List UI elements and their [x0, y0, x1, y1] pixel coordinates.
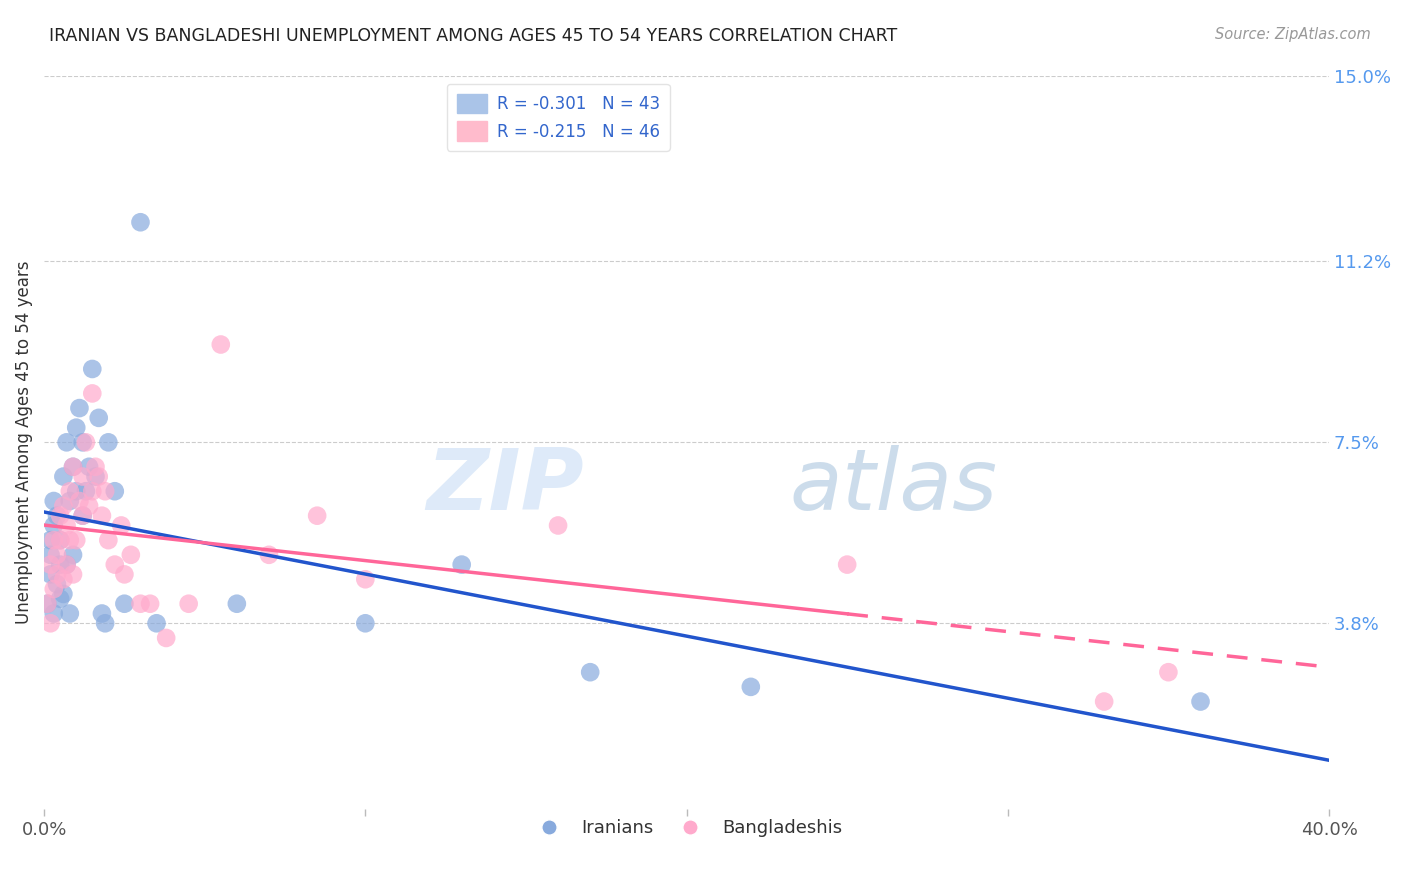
Y-axis label: Unemployment Among Ages 45 to 54 years: Unemployment Among Ages 45 to 54 years [15, 260, 32, 624]
Legend: Iranians, Bangladeshis: Iranians, Bangladeshis [523, 812, 849, 844]
Point [49, 591, 72, 606]
Point [354, 616, 377, 631]
Point [1092, 694, 1115, 708]
Point [62, 567, 84, 582]
Text: atlas: atlas [789, 445, 997, 528]
Point [72, 469, 94, 483]
Point [257, 548, 280, 562]
Point [69, 494, 91, 508]
Point [46, 508, 69, 523]
Point [209, 337, 232, 351]
Point [52, 572, 75, 586]
Point [39, 558, 62, 572]
Point [37, 597, 59, 611]
Point [87, 410, 110, 425]
Point [59, 607, 82, 621]
Point [59, 494, 82, 508]
Point [1189, 694, 1212, 708]
Point [72, 508, 94, 523]
Point [72, 435, 94, 450]
Point [46, 577, 69, 591]
Point [579, 665, 602, 680]
Point [52, 499, 75, 513]
Point [42, 607, 65, 621]
Point [82, 362, 104, 376]
Point [75, 435, 97, 450]
Point [82, 484, 104, 499]
Point [547, 518, 569, 533]
Point [94, 484, 117, 499]
Point [740, 680, 762, 694]
Point [139, 597, 162, 611]
Point [90, 508, 112, 523]
Point [177, 597, 200, 611]
Point [42, 494, 65, 508]
Point [110, 518, 132, 533]
Point [62, 459, 84, 474]
Point [42, 582, 65, 596]
Point [55, 518, 77, 533]
Point [1157, 665, 1180, 680]
Point [46, 567, 69, 582]
Point [145, 616, 167, 631]
Point [84, 469, 107, 483]
Point [39, 567, 62, 582]
Point [129, 597, 152, 611]
Point [59, 533, 82, 548]
Point [129, 215, 152, 229]
Point [104, 558, 127, 572]
Point [120, 548, 142, 562]
Point [97, 435, 120, 450]
Point [39, 548, 62, 562]
Point [112, 567, 135, 582]
Point [87, 469, 110, 483]
Point [450, 558, 472, 572]
Text: Source: ZipAtlas.com: Source: ZipAtlas.com [1215, 27, 1371, 42]
Point [37, 597, 59, 611]
Point [97, 533, 120, 548]
Point [155, 631, 177, 645]
Point [49, 558, 72, 572]
Point [77, 499, 100, 513]
Point [354, 572, 377, 586]
Point [82, 386, 104, 401]
Point [90, 607, 112, 621]
Point [49, 533, 72, 548]
Point [55, 558, 77, 572]
Text: IRANIAN VS BANGLADESHI UNEMPLOYMENT AMONG AGES 45 TO 54 YEARS CORRELATION CHART: IRANIAN VS BANGLADESHI UNEMPLOYMENT AMON… [49, 27, 897, 45]
Point [69, 401, 91, 416]
Point [94, 616, 117, 631]
Point [42, 518, 65, 533]
Point [307, 508, 329, 523]
Point [59, 484, 82, 499]
Point [55, 558, 77, 572]
Point [42, 533, 65, 548]
Point [77, 459, 100, 474]
Point [75, 484, 97, 499]
Point [65, 484, 87, 499]
Point [837, 558, 859, 572]
Point [72, 508, 94, 523]
Point [39, 533, 62, 548]
Point [46, 548, 69, 562]
Point [49, 508, 72, 523]
Point [112, 597, 135, 611]
Point [55, 435, 77, 450]
Point [65, 533, 87, 548]
Point [104, 484, 127, 499]
Point [52, 587, 75, 601]
Point [62, 459, 84, 474]
Point [49, 533, 72, 548]
Point [39, 616, 62, 631]
Point [62, 548, 84, 562]
Text: ZIP: ZIP [426, 445, 583, 528]
Point [52, 469, 75, 483]
Point [84, 459, 107, 474]
Point [225, 597, 247, 611]
Point [65, 420, 87, 434]
